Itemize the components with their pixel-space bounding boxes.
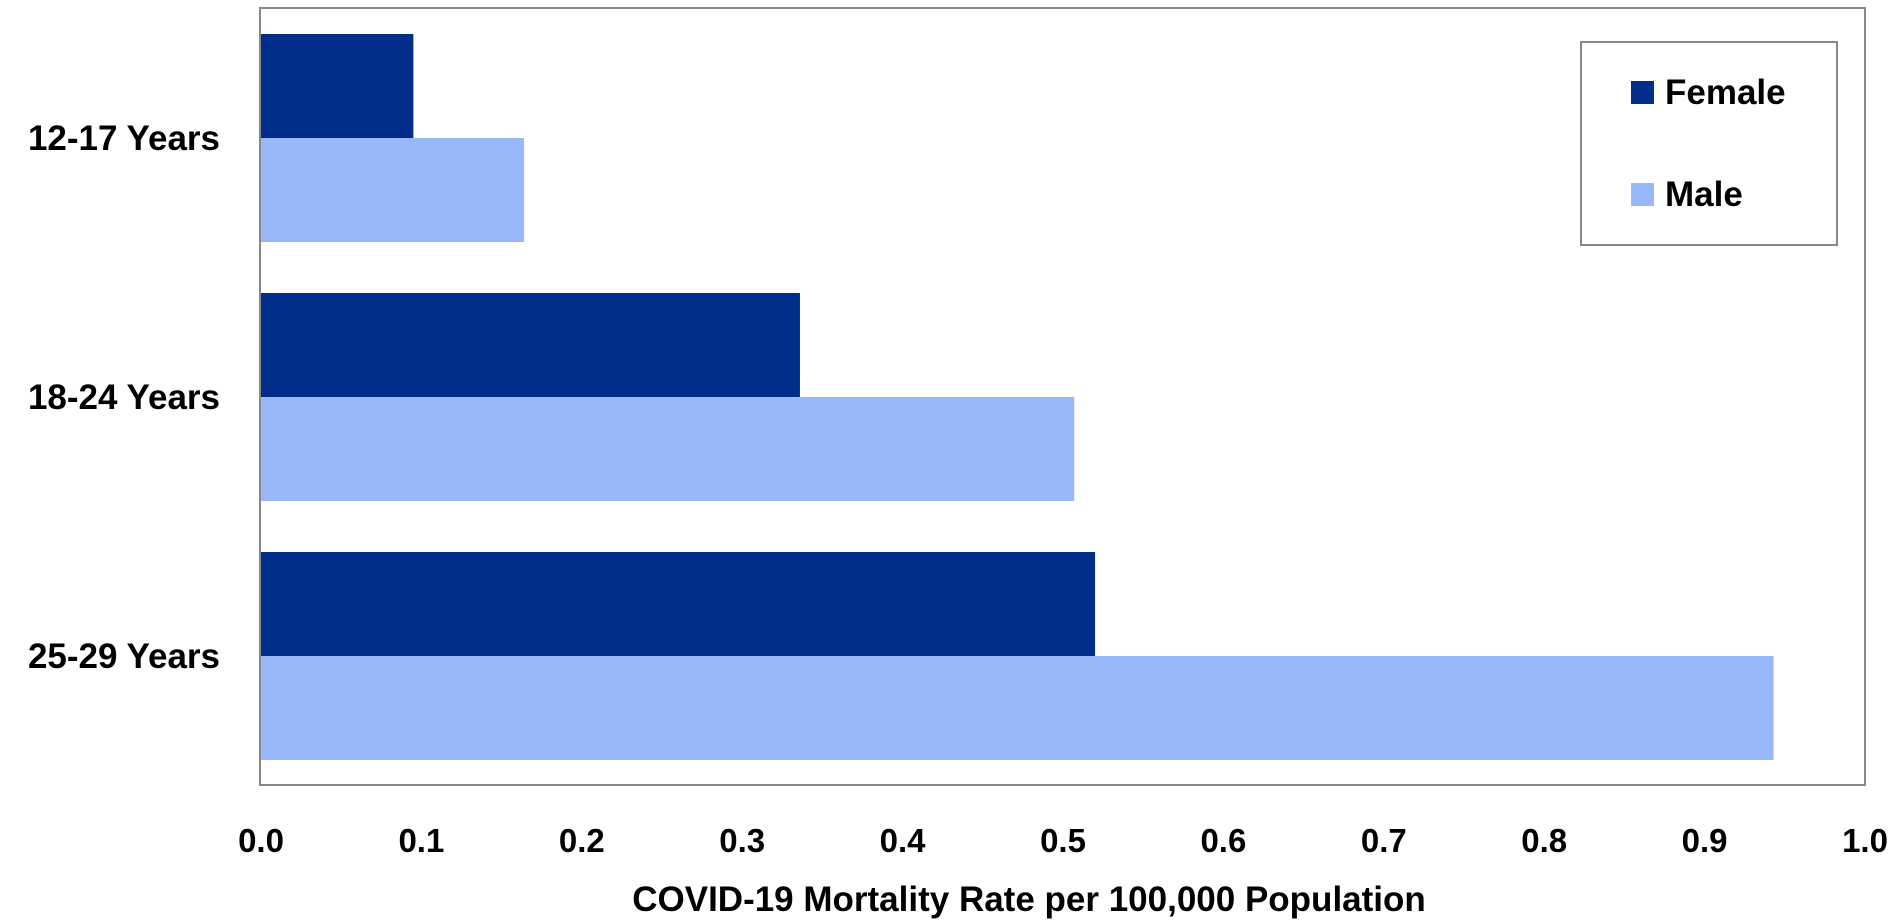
x-axis-title: COVID-19 Mortality Rate per 100,000 Popu… [632,880,1426,919]
category-label-3: 25-29 Years [28,637,220,676]
category-label-2: 18-24 Years [28,378,220,417]
legend-swatch-male [1631,183,1654,206]
x-tick-label-7: 0.7 [1361,822,1407,859]
x-tick-label-9: 0.9 [1682,822,1728,859]
x-tick-label-5: 0.5 [1040,822,1086,859]
x-tick-label-1: 0.1 [398,822,444,859]
x-tick-label-0: 0.0 [238,822,284,859]
category-labels: 12-17 Years 18-24 Years 25-29 Years [28,119,220,676]
category-label-1: 12-17 Years [28,119,220,158]
x-axis-tick-labels: 0.0 0.1 0.2 0.3 0.4 0.5 0.6 0.7 0.8 0.9 1.0 [238,822,1888,859]
bar-female-2 [261,293,800,397]
x-tick-label-3: 0.3 [719,822,765,859]
bar-male-2 [261,397,1075,501]
bar-male-3 [261,656,1774,760]
x-tick-label-8: 0.8 [1521,822,1567,859]
bars-layer [261,34,1774,760]
legend-box [1580,41,1838,246]
x-tick-label-6: 0.6 [1200,822,1246,859]
bar-male-1 [261,138,525,242]
bar-female-1 [261,34,414,138]
legend-swatch-female [1631,81,1654,104]
bar-female-3 [261,552,1096,656]
x-tick-label-4: 0.4 [880,822,927,859]
x-tick-label-2: 0.2 [559,822,605,859]
legend: Female Male [1580,41,1838,246]
x-tick-label-10: 1.0 [1842,822,1888,859]
legend-label-female: Female [1665,73,1786,112]
legend-label-male: Male [1665,175,1743,214]
